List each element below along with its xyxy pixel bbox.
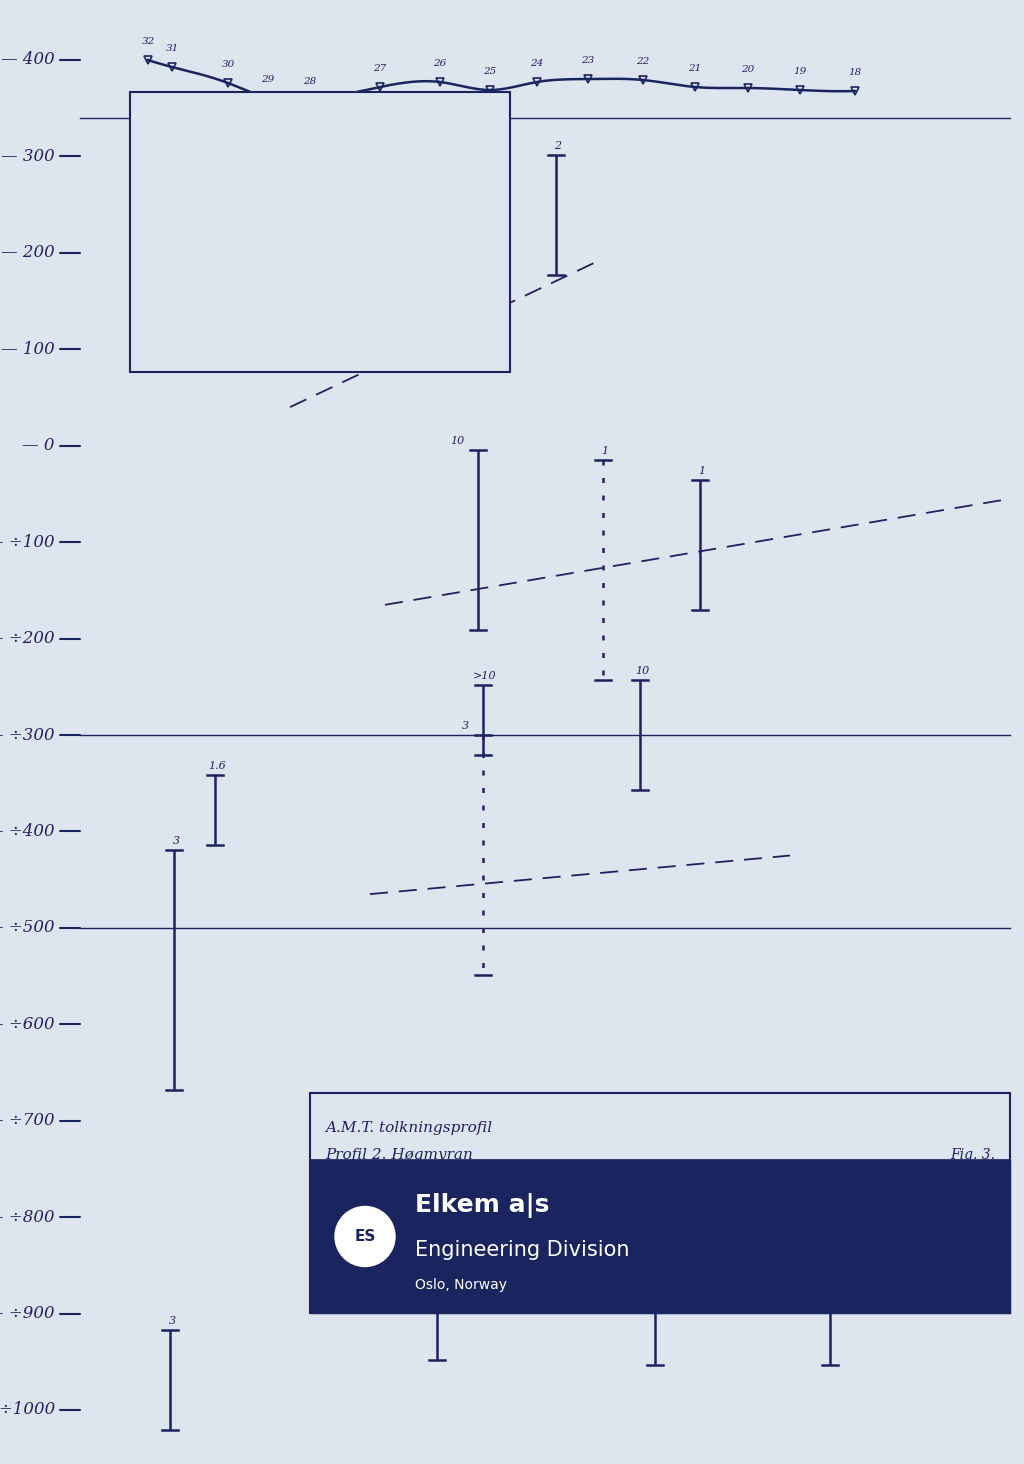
Text: 19: 19 — [794, 67, 807, 76]
Text: Utydelig leningsevnekontrast.: Utydelig leningsevnekontrast. — [172, 255, 384, 269]
Text: — ÷100: — ÷100 — [0, 534, 55, 550]
Text: 21: 21 — [688, 64, 701, 73]
Text: 23: 23 — [582, 56, 595, 64]
Text: 20: 20 — [741, 64, 755, 75]
Text: 5: 5 — [435, 1246, 442, 1256]
Text: 3: 3 — [653, 1241, 660, 1252]
FancyBboxPatch shape — [310, 1094, 1010, 1313]
Text: Middels ledningsevnekontrast.: Middels ledningsevnekontrast. — [172, 201, 389, 214]
Text: — ÷900: — ÷900 — [0, 1304, 55, 1322]
Circle shape — [335, 1206, 395, 1266]
Text: 32: 32 — [141, 37, 155, 45]
Text: — 300: — 300 — [1, 148, 55, 165]
Text: — ÷400: — ÷400 — [0, 823, 55, 840]
Text: 1: 1 — [698, 466, 706, 476]
Text: 27: 27 — [374, 64, 387, 73]
Text: ES: ES — [354, 1228, 376, 1244]
Text: — ÷1000: — ÷1000 — [0, 1401, 55, 1419]
Text: Fig. 3.: Fig. 3. — [950, 1148, 995, 1162]
Text: — ÷500: — ÷500 — [0, 919, 55, 937]
Text: 28: 28 — [303, 78, 316, 86]
Text: Profil 2. Høgmyran: Profil 2. Høgmyran — [325, 1148, 473, 1162]
FancyBboxPatch shape — [310, 1159, 1010, 1313]
Text: — ÷700: — ÷700 — [0, 1113, 55, 1129]
Text: 22: 22 — [636, 57, 649, 66]
Text: >10: >10 — [473, 671, 497, 681]
Text: — 400: — 400 — [1, 51, 55, 69]
Text: — 200: — 200 — [1, 244, 55, 262]
Text: Engineering Division: Engineering Division — [415, 1240, 630, 1261]
Text: — ÷800: — ÷800 — [0, 1209, 55, 1225]
Text: — ÷200: — ÷200 — [0, 630, 55, 647]
Text: 10: 10 — [635, 666, 649, 676]
Text: 26: 26 — [433, 59, 446, 67]
Text: — ÷300: — ÷300 — [0, 726, 55, 744]
Text: 3: 3 — [462, 720, 469, 731]
Text: Oslo, Norway: Oslo, Norway — [415, 1278, 507, 1293]
Text: A.M.T. tolkningsprofil: A.M.T. tolkningsprofil — [325, 1121, 493, 1135]
Text: 24: 24 — [530, 59, 544, 67]
Text: 10: 10 — [450, 436, 464, 447]
Text: 1.6: 1.6 — [208, 761, 226, 772]
Text: 10: 10 — [450, 176, 464, 186]
Text: 25: 25 — [483, 67, 497, 76]
Text: Elkem a|s: Elkem a|s — [415, 1193, 549, 1218]
Text: — 100: — 100 — [1, 341, 55, 357]
Text: 3: 3 — [168, 1316, 175, 1326]
Text: 1: 1 — [601, 447, 608, 455]
Text: 31: 31 — [165, 44, 178, 53]
Text: 3: 3 — [172, 836, 179, 846]
Text: 29: 29 — [261, 75, 274, 83]
FancyBboxPatch shape — [130, 92, 510, 372]
Text: Tallene indikerer ledningsevne x
tykkelsesproduktet i lederen.: Tallene indikerer ledningsevne x tykkels… — [154, 296, 384, 329]
Text: 2: 2 — [554, 141, 561, 151]
Text: — 0: — 0 — [23, 438, 55, 454]
Text: 18: 18 — [848, 67, 861, 78]
Text: Tydelig ledningsevnekontrast.: Tydelig ledningsevnekontrast. — [172, 141, 385, 154]
Text: 30: 30 — [221, 60, 234, 69]
Text: — ÷600: — ÷600 — [0, 1016, 55, 1032]
